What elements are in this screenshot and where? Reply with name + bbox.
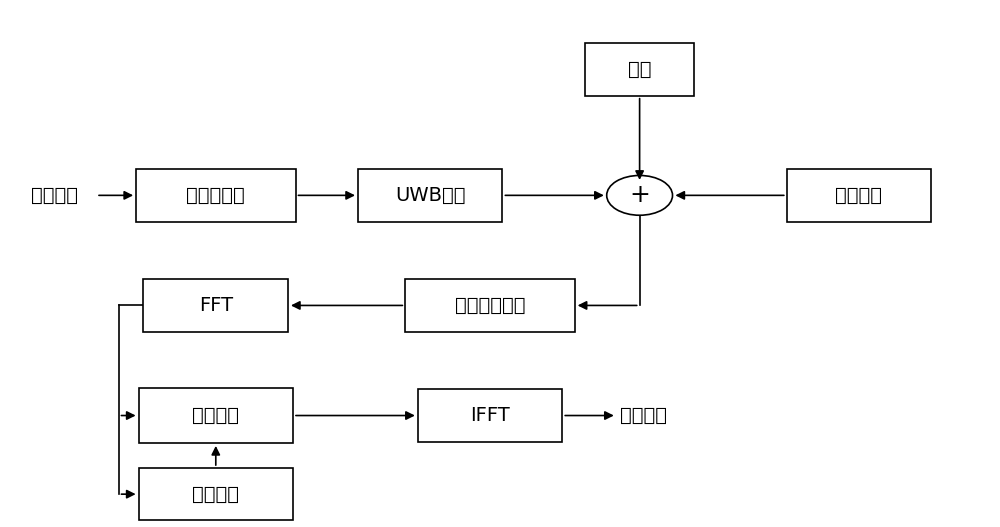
- Bar: [143, 279, 288, 331]
- Text: 信道估计: 信道估计: [192, 485, 239, 504]
- Bar: [358, 169, 502, 221]
- Text: +: +: [629, 183, 650, 207]
- Text: UWB信道: UWB信道: [395, 186, 465, 205]
- Bar: [136, 169, 296, 221]
- Text: 加循环前级: 加循环前级: [186, 186, 245, 205]
- Text: IFFT: IFFT: [470, 406, 510, 425]
- Bar: [405, 279, 575, 331]
- Text: 输出数据: 输出数据: [620, 406, 667, 425]
- Bar: [139, 468, 293, 520]
- Bar: [139, 388, 293, 443]
- Ellipse shape: [607, 175, 673, 215]
- Text: 频域均衡: 频域均衡: [192, 406, 239, 425]
- Text: 输入数据: 输入数据: [31, 186, 78, 205]
- Text: 去除循环前级: 去除循环前级: [455, 296, 525, 315]
- Text: 噪声: 噪声: [628, 60, 651, 79]
- Text: 窄带干扰: 窄带干扰: [836, 186, 883, 205]
- Bar: [418, 389, 562, 442]
- Bar: [787, 169, 931, 221]
- Text: FFT: FFT: [199, 296, 233, 315]
- Bar: [585, 43, 694, 96]
